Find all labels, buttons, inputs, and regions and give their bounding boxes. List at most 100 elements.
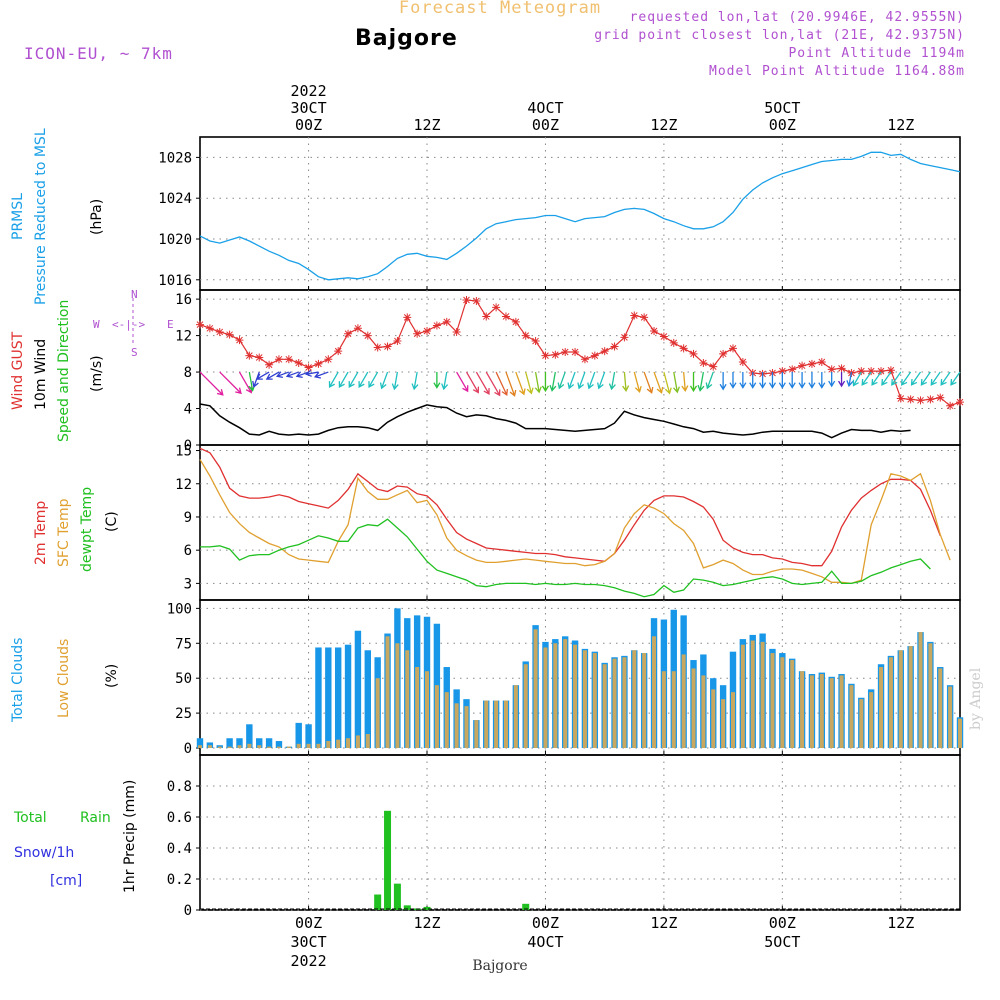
low-cloud-bar <box>474 720 479 749</box>
gust-marker <box>689 349 698 358</box>
precip-snow-unit: [cm] <box>50 873 83 889</box>
low-cloud-bar <box>809 675 814 749</box>
bottom-time-label: 2022 <box>291 952 327 970</box>
gust-marker <box>462 296 471 305</box>
wind-arrow <box>285 371 299 379</box>
gust-marker <box>738 358 747 367</box>
low-cloud-bar <box>563 639 568 749</box>
y-tick-label: 1028 <box>158 150 192 166</box>
low-cloud-bar <box>543 647 548 749</box>
y-tick-label: 75 <box>175 636 192 652</box>
low-cloud-bar <box>849 685 854 749</box>
wind-arrow <box>541 372 550 393</box>
low-cloud-bar <box>276 746 281 749</box>
low-cloud-bar <box>750 640 755 749</box>
low-cloud-bar <box>632 650 637 749</box>
wind-arrow <box>368 371 379 389</box>
y-tick-label: 0.8 <box>167 779 192 795</box>
y-tick-label: 50 <box>175 671 192 687</box>
low-cloud-bar <box>365 734 370 749</box>
low-cloud-bar <box>237 745 242 749</box>
chart-title-text: Forecast Meteogram <box>398 0 602 18</box>
low-cloud-bar <box>415 667 420 749</box>
temp-2m-label: 2m Temp <box>33 500 49 565</box>
gust-marker <box>580 355 589 364</box>
total-cloud-bar <box>256 738 263 749</box>
low-cloud-bar <box>375 678 380 749</box>
low-cloud-bar <box>948 686 953 749</box>
total-cloud-bar <box>246 724 253 749</box>
low-cloud-bar <box>790 660 795 749</box>
wind-arrow <box>265 371 280 380</box>
clouds-low-label: Low Clouds <box>56 638 72 718</box>
low-cloud-bar <box>740 644 745 749</box>
bottom-time-label: 5OCT <box>764 933 800 951</box>
low-cloud-bar <box>780 657 785 749</box>
low-cloud-bar <box>721 699 726 749</box>
bottom-time-label: 00Z <box>532 914 559 932</box>
gust-marker <box>442 317 451 326</box>
y-tick-label: 8 <box>184 365 192 381</box>
low-cloud-bar <box>888 657 893 749</box>
y-tick-label: 4 <box>184 402 192 418</box>
y-tick-label: 1020 <box>158 232 192 248</box>
y-tick-label: 0 <box>184 903 192 919</box>
temp-sfc-line <box>199 459 951 585</box>
low-cloud-bar <box>573 644 578 749</box>
y-tick-label: 0.4 <box>167 841 192 857</box>
compass-north: N <box>131 288 138 301</box>
wind-arrow <box>608 371 616 391</box>
chart-title: Forecast Meteogram <box>0 0 1000 18</box>
total-cloud-bar <box>265 738 273 749</box>
gust-marker <box>936 393 945 402</box>
gust-marker <box>956 398 964 407</box>
low-cloud-bar <box>839 675 844 749</box>
low-cloud-bar <box>859 699 864 749</box>
total-cloud-bar <box>196 738 204 749</box>
low-cloud-bar <box>612 658 617 749</box>
low-cloud-bar <box>760 641 765 749</box>
wind-arrow <box>199 371 224 396</box>
wind-arrow <box>456 371 469 393</box>
low-cloud-bar <box>691 668 696 749</box>
low-cloud-bar <box>207 745 212 749</box>
top-time-label: 12Z <box>650 116 677 134</box>
wind-arrow <box>348 371 359 389</box>
bottom-time-label: 12Z <box>887 914 914 932</box>
gust-marker <box>403 313 412 322</box>
requested-coords: requested lon,lat (20.9946E, 42.9555N) <box>629 10 965 25</box>
gust-marker <box>867 367 876 376</box>
gust-marker <box>274 355 283 364</box>
low-cloud-bar <box>434 685 439 749</box>
gust-marker <box>926 395 935 404</box>
y-tick-label: 6 <box>184 543 192 559</box>
compass-south: S <box>131 346 138 359</box>
watermark: by Angel <box>968 667 984 730</box>
gust-marker <box>334 347 343 356</box>
panel-frame <box>199 754 961 911</box>
wind-arrow <box>719 372 727 391</box>
gust-marker <box>205 324 214 333</box>
gust-marker <box>196 320 204 329</box>
temp-2m-line <box>199 447 941 567</box>
top-time-label: 00Z <box>769 116 796 134</box>
clouds-unit: (%) <box>104 663 120 688</box>
total-cloud-bar <box>344 644 352 749</box>
wind-arrow <box>759 372 767 389</box>
gust-marker <box>501 312 510 321</box>
low-cloud-bar <box>671 671 676 749</box>
wind-arrow <box>295 371 309 379</box>
wind-arrow <box>391 371 399 391</box>
low-cloud-bar <box>405 650 410 749</box>
low-cloud-bar <box>395 643 400 749</box>
y-tick-label: 0.6 <box>167 810 192 826</box>
low-cloud-bar <box>247 743 252 749</box>
compass-west: W <box>93 318 100 331</box>
rain-bar <box>403 905 411 910</box>
rain-bar <box>423 906 431 910</box>
low-cloud-bar <box>494 700 499 749</box>
wind-arrow <box>729 372 737 389</box>
gust-marker <box>659 332 668 341</box>
total-cloud-bar <box>236 738 243 749</box>
y-tick-label: 100 <box>167 601 192 617</box>
